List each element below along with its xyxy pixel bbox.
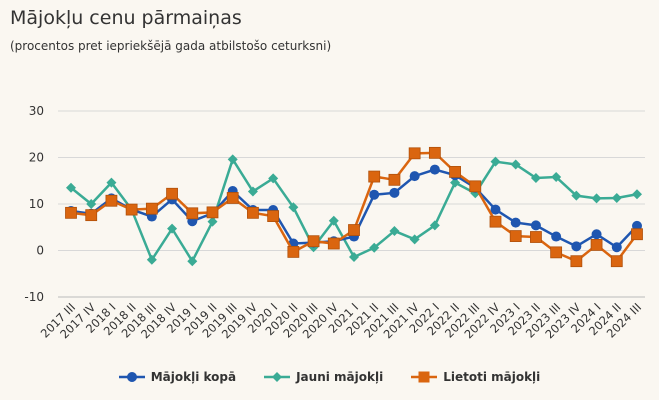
data-point xyxy=(490,204,501,215)
legend-label: Lietoti mājokļi xyxy=(443,370,541,384)
data-point xyxy=(247,206,259,219)
data-point xyxy=(450,177,461,188)
data-point xyxy=(247,186,258,197)
data-point xyxy=(85,209,98,222)
data-point xyxy=(327,237,340,250)
data-point xyxy=(66,182,76,193)
data-point xyxy=(551,231,562,242)
data-point xyxy=(429,164,440,175)
data-point xyxy=(348,224,360,236)
data-point xyxy=(591,229,602,240)
data-point xyxy=(166,187,178,200)
data-point xyxy=(207,216,218,227)
data-point xyxy=(145,202,158,215)
data-point xyxy=(509,230,522,242)
y-tick-label: -10 xyxy=(24,290,44,304)
data-point xyxy=(389,225,400,236)
data-point xyxy=(105,194,118,207)
data-point xyxy=(510,159,521,170)
legend-item[interactable]: Mājokļi kopā xyxy=(118,370,237,384)
data-point xyxy=(227,154,238,165)
data-point xyxy=(610,255,623,268)
circle-marker-icon xyxy=(118,372,145,382)
data-point xyxy=(186,207,199,220)
data-point xyxy=(369,242,380,253)
data-point xyxy=(632,189,642,200)
data-point xyxy=(206,206,219,219)
chart-subtitle: (procentos pret iepriekšējā gada atbilst… xyxy=(10,39,332,53)
data-point xyxy=(611,192,622,203)
data-point xyxy=(267,210,280,222)
data-point xyxy=(409,171,420,182)
data-point xyxy=(146,254,157,265)
data-point xyxy=(167,223,178,234)
data-point xyxy=(530,231,542,243)
data-point xyxy=(369,189,380,200)
data-point xyxy=(489,215,502,228)
data-point xyxy=(530,172,541,183)
data-point xyxy=(429,220,440,231)
data-point xyxy=(288,202,299,213)
diamond-marker-icon xyxy=(264,372,291,382)
data-point xyxy=(307,235,320,248)
data-point xyxy=(590,239,603,251)
legend-item[interactable]: Lietoti mājokļi xyxy=(411,370,540,384)
data-point xyxy=(287,245,300,258)
data-point xyxy=(449,166,461,178)
data-point xyxy=(328,215,339,226)
y-tick-label: 10 xyxy=(29,197,44,211)
data-point xyxy=(368,170,381,183)
y-tick-label: 30 xyxy=(29,104,44,118)
data-point xyxy=(530,220,541,231)
legend: Mājokļi kopā Jauni mājokļi Lietoti mājokļi xyxy=(0,370,659,384)
data-point xyxy=(106,177,117,188)
data-point xyxy=(409,234,420,245)
legend-label: Jauni mājokļi xyxy=(296,370,384,384)
data-point xyxy=(551,172,562,183)
data-point xyxy=(591,193,602,204)
data-point xyxy=(611,242,622,253)
data-point xyxy=(389,187,400,198)
data-point xyxy=(388,173,401,186)
data-point xyxy=(408,147,421,160)
data-point xyxy=(86,199,97,209)
data-point xyxy=(268,173,279,184)
y-tick-label: 20 xyxy=(29,151,44,165)
square-marker-icon xyxy=(411,371,438,383)
y-tick-label: 0 xyxy=(36,244,44,258)
data-point xyxy=(125,203,138,216)
data-point xyxy=(469,180,482,193)
data-point xyxy=(631,228,643,241)
data-point xyxy=(226,192,239,204)
chart-title: Mājokļu cenu pārmaiņas xyxy=(10,7,242,29)
legend-item[interactable]: Jauni mājokļi xyxy=(264,370,383,384)
data-point xyxy=(349,252,359,263)
data-point xyxy=(570,255,583,268)
data-point xyxy=(550,246,563,259)
data-point xyxy=(510,217,521,228)
data-point xyxy=(187,256,198,267)
data-point xyxy=(490,156,501,167)
legend-label: Mājokļi kopā xyxy=(150,370,237,384)
data-point xyxy=(571,241,582,252)
data-point xyxy=(428,146,441,159)
data-point xyxy=(65,206,77,219)
data-point xyxy=(571,190,582,201)
